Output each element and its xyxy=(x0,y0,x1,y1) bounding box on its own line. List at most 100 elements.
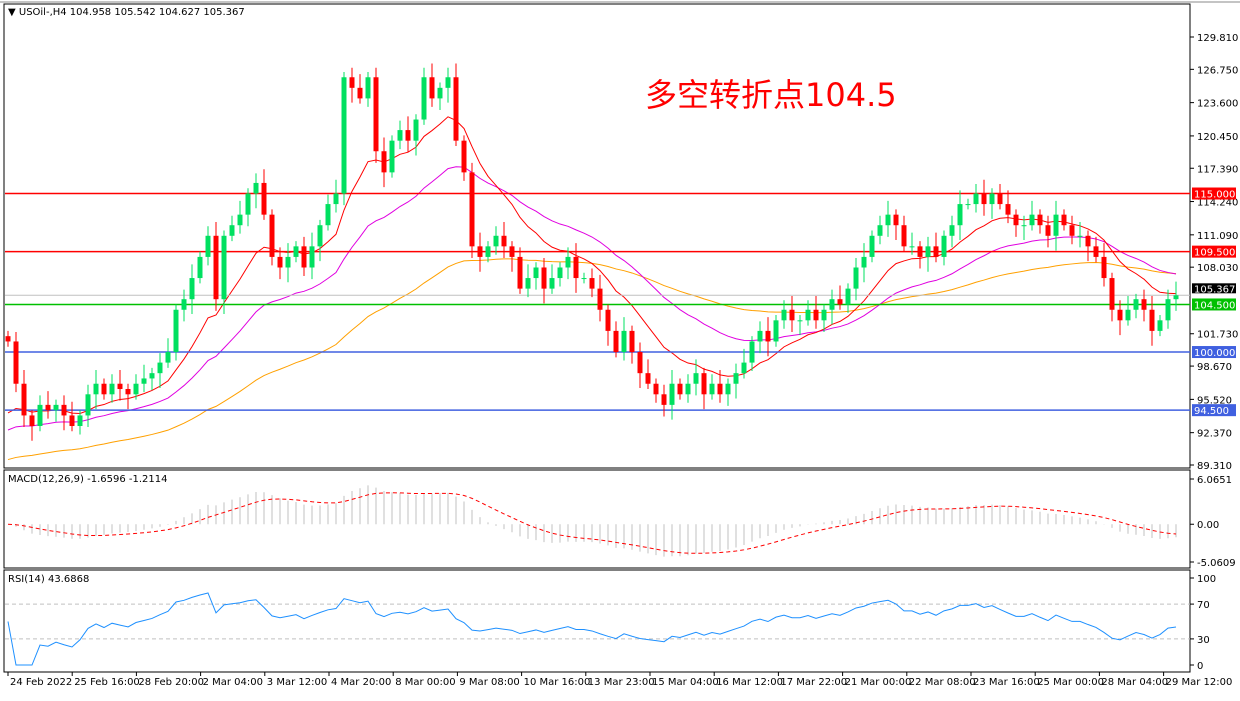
candle-body xyxy=(829,299,835,310)
candle-body xyxy=(949,225,955,236)
candle-body xyxy=(557,267,563,279)
y-tick-label: 126.750 xyxy=(1197,65,1238,76)
candle-body xyxy=(253,182,259,194)
candle-body xyxy=(765,330,771,342)
candle-body xyxy=(1077,235,1083,237)
y-tick-label: 89.310 xyxy=(1197,461,1232,472)
candle-body xyxy=(997,193,1003,205)
x-tick-label: 25 Mar 00:00 xyxy=(1037,677,1104,688)
candle-body xyxy=(621,330,627,353)
x-tick-label: 28 Mar 04:00 xyxy=(1101,677,1168,688)
y-tick-label: 111.090 xyxy=(1197,231,1238,242)
candle-body xyxy=(989,193,995,205)
candle-body xyxy=(365,77,371,99)
candle-body xyxy=(893,214,899,226)
candle-body xyxy=(149,373,155,379)
candle-body xyxy=(837,299,843,305)
x-tick-label: 29 Mar 12:00 xyxy=(1166,677,1233,688)
rsi-tick-label: 0 xyxy=(1197,661,1203,672)
candle-body xyxy=(869,235,875,257)
candle-body xyxy=(805,309,811,321)
x-tick-label: 17 Mar 22:00 xyxy=(780,677,847,688)
candle-body xyxy=(725,383,731,395)
candle-body xyxy=(973,193,979,205)
x-tick-label: 8 Mar 00:00 xyxy=(395,677,455,688)
candle-body xyxy=(373,77,379,152)
candle-body xyxy=(525,278,531,289)
candle-body xyxy=(277,256,283,268)
candle-body xyxy=(181,299,187,310)
candle-body xyxy=(197,256,203,279)
candle-body xyxy=(157,362,163,374)
candle-body xyxy=(485,246,491,257)
candle-body xyxy=(1141,299,1147,310)
level-label-bg xyxy=(1192,346,1236,359)
candle-body xyxy=(901,225,907,247)
x-tick-label: 22 Mar 08:00 xyxy=(909,677,976,688)
y-tick-label: 95.520 xyxy=(1197,395,1232,406)
current-price-label: 105.367 xyxy=(1194,284,1235,295)
candle-body xyxy=(1029,214,1035,226)
rsi-line xyxy=(7,592,1177,666)
y-tick-label: 98.670 xyxy=(1197,362,1232,373)
rsi-tick-label: 70 xyxy=(1197,600,1210,611)
rsi-panel-frame xyxy=(3,569,1191,673)
candle-body xyxy=(1149,309,1155,331)
candle-body xyxy=(965,204,971,206)
candle-body xyxy=(429,77,435,99)
x-tick-label: 9 Mar 08:00 xyxy=(459,677,519,688)
candle-body xyxy=(453,77,459,141)
candle-body xyxy=(285,256,291,268)
y-tick-label: 114.240 xyxy=(1197,198,1238,209)
candle-body xyxy=(61,404,67,416)
candle-body xyxy=(1013,214,1019,226)
candle-body xyxy=(517,256,523,289)
candle-body xyxy=(1109,278,1115,310)
macd-tick-label: 6.0651 xyxy=(1197,475,1232,486)
level-label-bg xyxy=(1192,245,1236,258)
candle-body xyxy=(461,140,467,173)
candle-body xyxy=(565,256,571,268)
candle-body xyxy=(853,267,859,289)
candle-body xyxy=(789,309,795,321)
x-tick-label: 2 Mar 04:00 xyxy=(203,677,263,688)
candle-body xyxy=(133,383,139,395)
candle-body xyxy=(597,288,603,310)
candle-body xyxy=(1061,214,1067,226)
candle-body xyxy=(861,256,867,268)
candle-body xyxy=(701,373,707,395)
candle-body xyxy=(1101,256,1107,279)
candle-body xyxy=(589,278,595,289)
candle-body xyxy=(917,246,923,257)
level-label: 104.500 xyxy=(1194,300,1235,311)
ma-fast-line xyxy=(7,116,1177,414)
level-label: 115.000 xyxy=(1194,190,1235,201)
candle-body xyxy=(413,119,419,141)
candle-body xyxy=(541,267,547,289)
y-tick-label: 129.810 xyxy=(1197,33,1238,44)
candle-body xyxy=(1021,225,1027,227)
candle-body xyxy=(301,246,307,268)
candle-body xyxy=(469,172,475,247)
candle-body xyxy=(173,309,179,353)
candle-body xyxy=(685,383,691,395)
candle-body xyxy=(381,151,387,173)
candle-body xyxy=(13,341,19,384)
candle-body xyxy=(21,383,27,416)
candle-body xyxy=(221,235,227,300)
candle-body xyxy=(509,246,515,257)
candle-body xyxy=(669,383,675,405)
candle-body xyxy=(53,404,59,411)
ma-mid-line xyxy=(7,166,1177,431)
candle-body xyxy=(613,330,619,353)
x-tick-label: 15 Mar 04:00 xyxy=(652,677,719,688)
candle-body xyxy=(85,394,91,416)
candle-body xyxy=(925,246,931,257)
main-panel-frame xyxy=(3,3,1191,469)
candle-body xyxy=(653,383,659,395)
rsi-tick-label: 100 xyxy=(1197,574,1216,585)
macd-panel-frame xyxy=(3,469,1191,569)
candle-body xyxy=(389,140,395,173)
macd-signal-line xyxy=(7,492,1177,554)
